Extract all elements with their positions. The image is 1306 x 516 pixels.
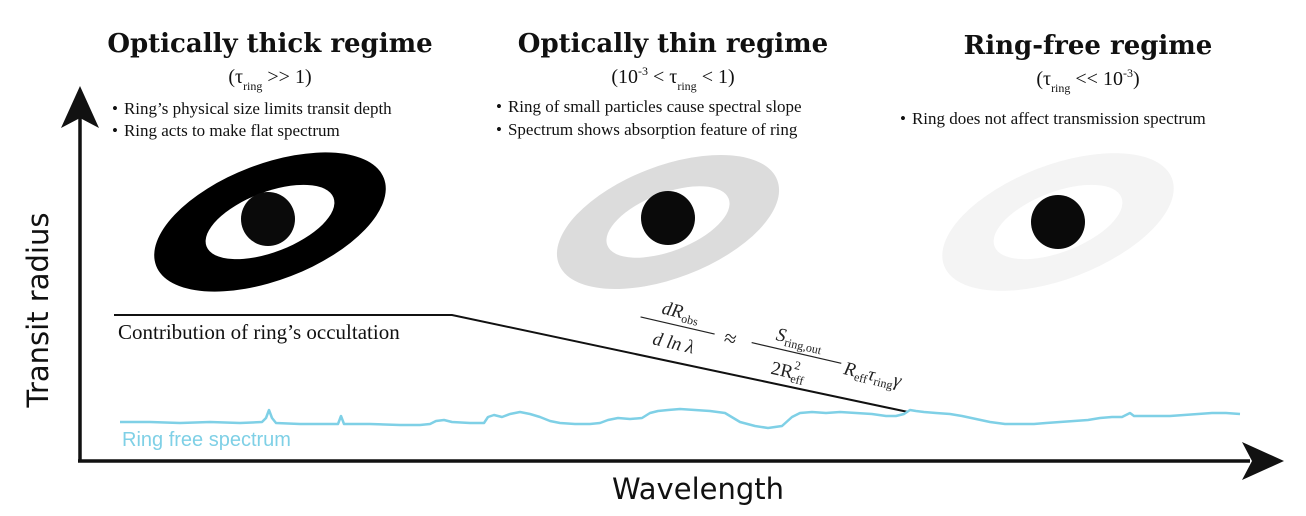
equation-tail: Reffτringγ — [840, 358, 904, 394]
equation-lhs-fraction-bar — [640, 316, 715, 335]
planet-ringfree — [1031, 195, 1085, 249]
bullet-thin-1: • Ring of small particles cause spectral … — [496, 97, 802, 116]
regime-title-thick: Optically thick regime — [107, 29, 432, 59]
axes — [61, 86, 1284, 480]
regime-condition-thick: (τring >> 1) — [228, 66, 311, 93]
equation-approx: ≈ — [721, 325, 738, 352]
bullet-thick-1: • Ring’s physical size limits transit dep… — [112, 99, 392, 118]
occultation-contribution-line — [114, 314, 909, 413]
y-axis-label: Transit radius — [21, 213, 55, 409]
planet-thick — [241, 192, 295, 246]
regime-condition-thin: (10-3 < τring < 1) — [611, 64, 734, 93]
planet-thin — [641, 191, 695, 245]
y-axis-arrowhead — [61, 86, 99, 128]
ring-free-spectrum-label: Ring free spectrum — [122, 429, 291, 451]
equation-lhs-denominator: d ln λ — [651, 329, 697, 359]
equation-rhs-denominator: 2R2eff — [768, 353, 808, 388]
bullet-thick-2: • Ring acts to make flat spectrum — [112, 121, 340, 140]
bullet-ringfree-1: • Ring does not affect transmission spect… — [900, 109, 1206, 128]
x-axis-arrowhead — [1242, 442, 1284, 480]
ringed-planet-thin — [556, 154, 780, 290]
equation-rhs-numerator: Sring,out — [774, 324, 826, 357]
ring-free-spectrum-line — [120, 407, 1241, 430]
slope-equation: dRobs d ln λ ≈ Sring,out 2R2eff Reffτrin… — [640, 298, 904, 394]
ringed-planet-thick — [154, 152, 386, 292]
regime-condition-ringfree: (τring << 10-3) — [1036, 66, 1139, 95]
ringed-planet-ringfree — [942, 153, 1174, 291]
equation-lhs-numerator: dRobs — [659, 298, 701, 329]
regime-title-thin: Optically thin regime — [518, 29, 828, 59]
x-axis-label: Wavelength — [612, 472, 784, 506]
equation-rhs-fraction-bar — [751, 341, 842, 364]
bullet-thin-2: • Spectrum shows absorption feature of ri… — [496, 120, 798, 139]
occultation-label: Contribution of ring’s occultation — [118, 320, 400, 344]
regime-title-ringfree: Ring-free regime — [964, 31, 1213, 61]
